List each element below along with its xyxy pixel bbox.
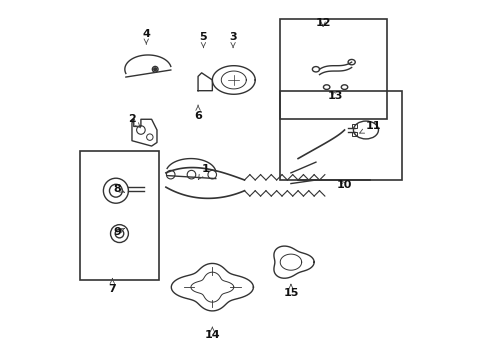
Text: 1: 1 [198,164,209,180]
Bar [280,91,401,180]
Circle shape [153,68,156,71]
Text: 6: 6 [194,105,202,121]
Text: 11: 11 [359,121,380,133]
Text: 4: 4 [142,28,150,44]
Text: 9: 9 [114,227,124,237]
Text: 15: 15 [283,284,298,297]
Text: 14: 14 [204,327,220,341]
Bar [280,19,386,119]
Text: 7: 7 [108,278,116,294]
Text: 2: 2 [128,114,141,128]
Bar [80,152,159,280]
Text: 10: 10 [336,180,351,190]
Text: 5: 5 [199,32,207,48]
Bar [351,132,356,136]
Text: 3: 3 [229,32,236,48]
Text: 13: 13 [327,91,343,101]
Bar [351,124,356,128]
Text: 12: 12 [315,18,330,28]
Text: 8: 8 [114,184,124,194]
